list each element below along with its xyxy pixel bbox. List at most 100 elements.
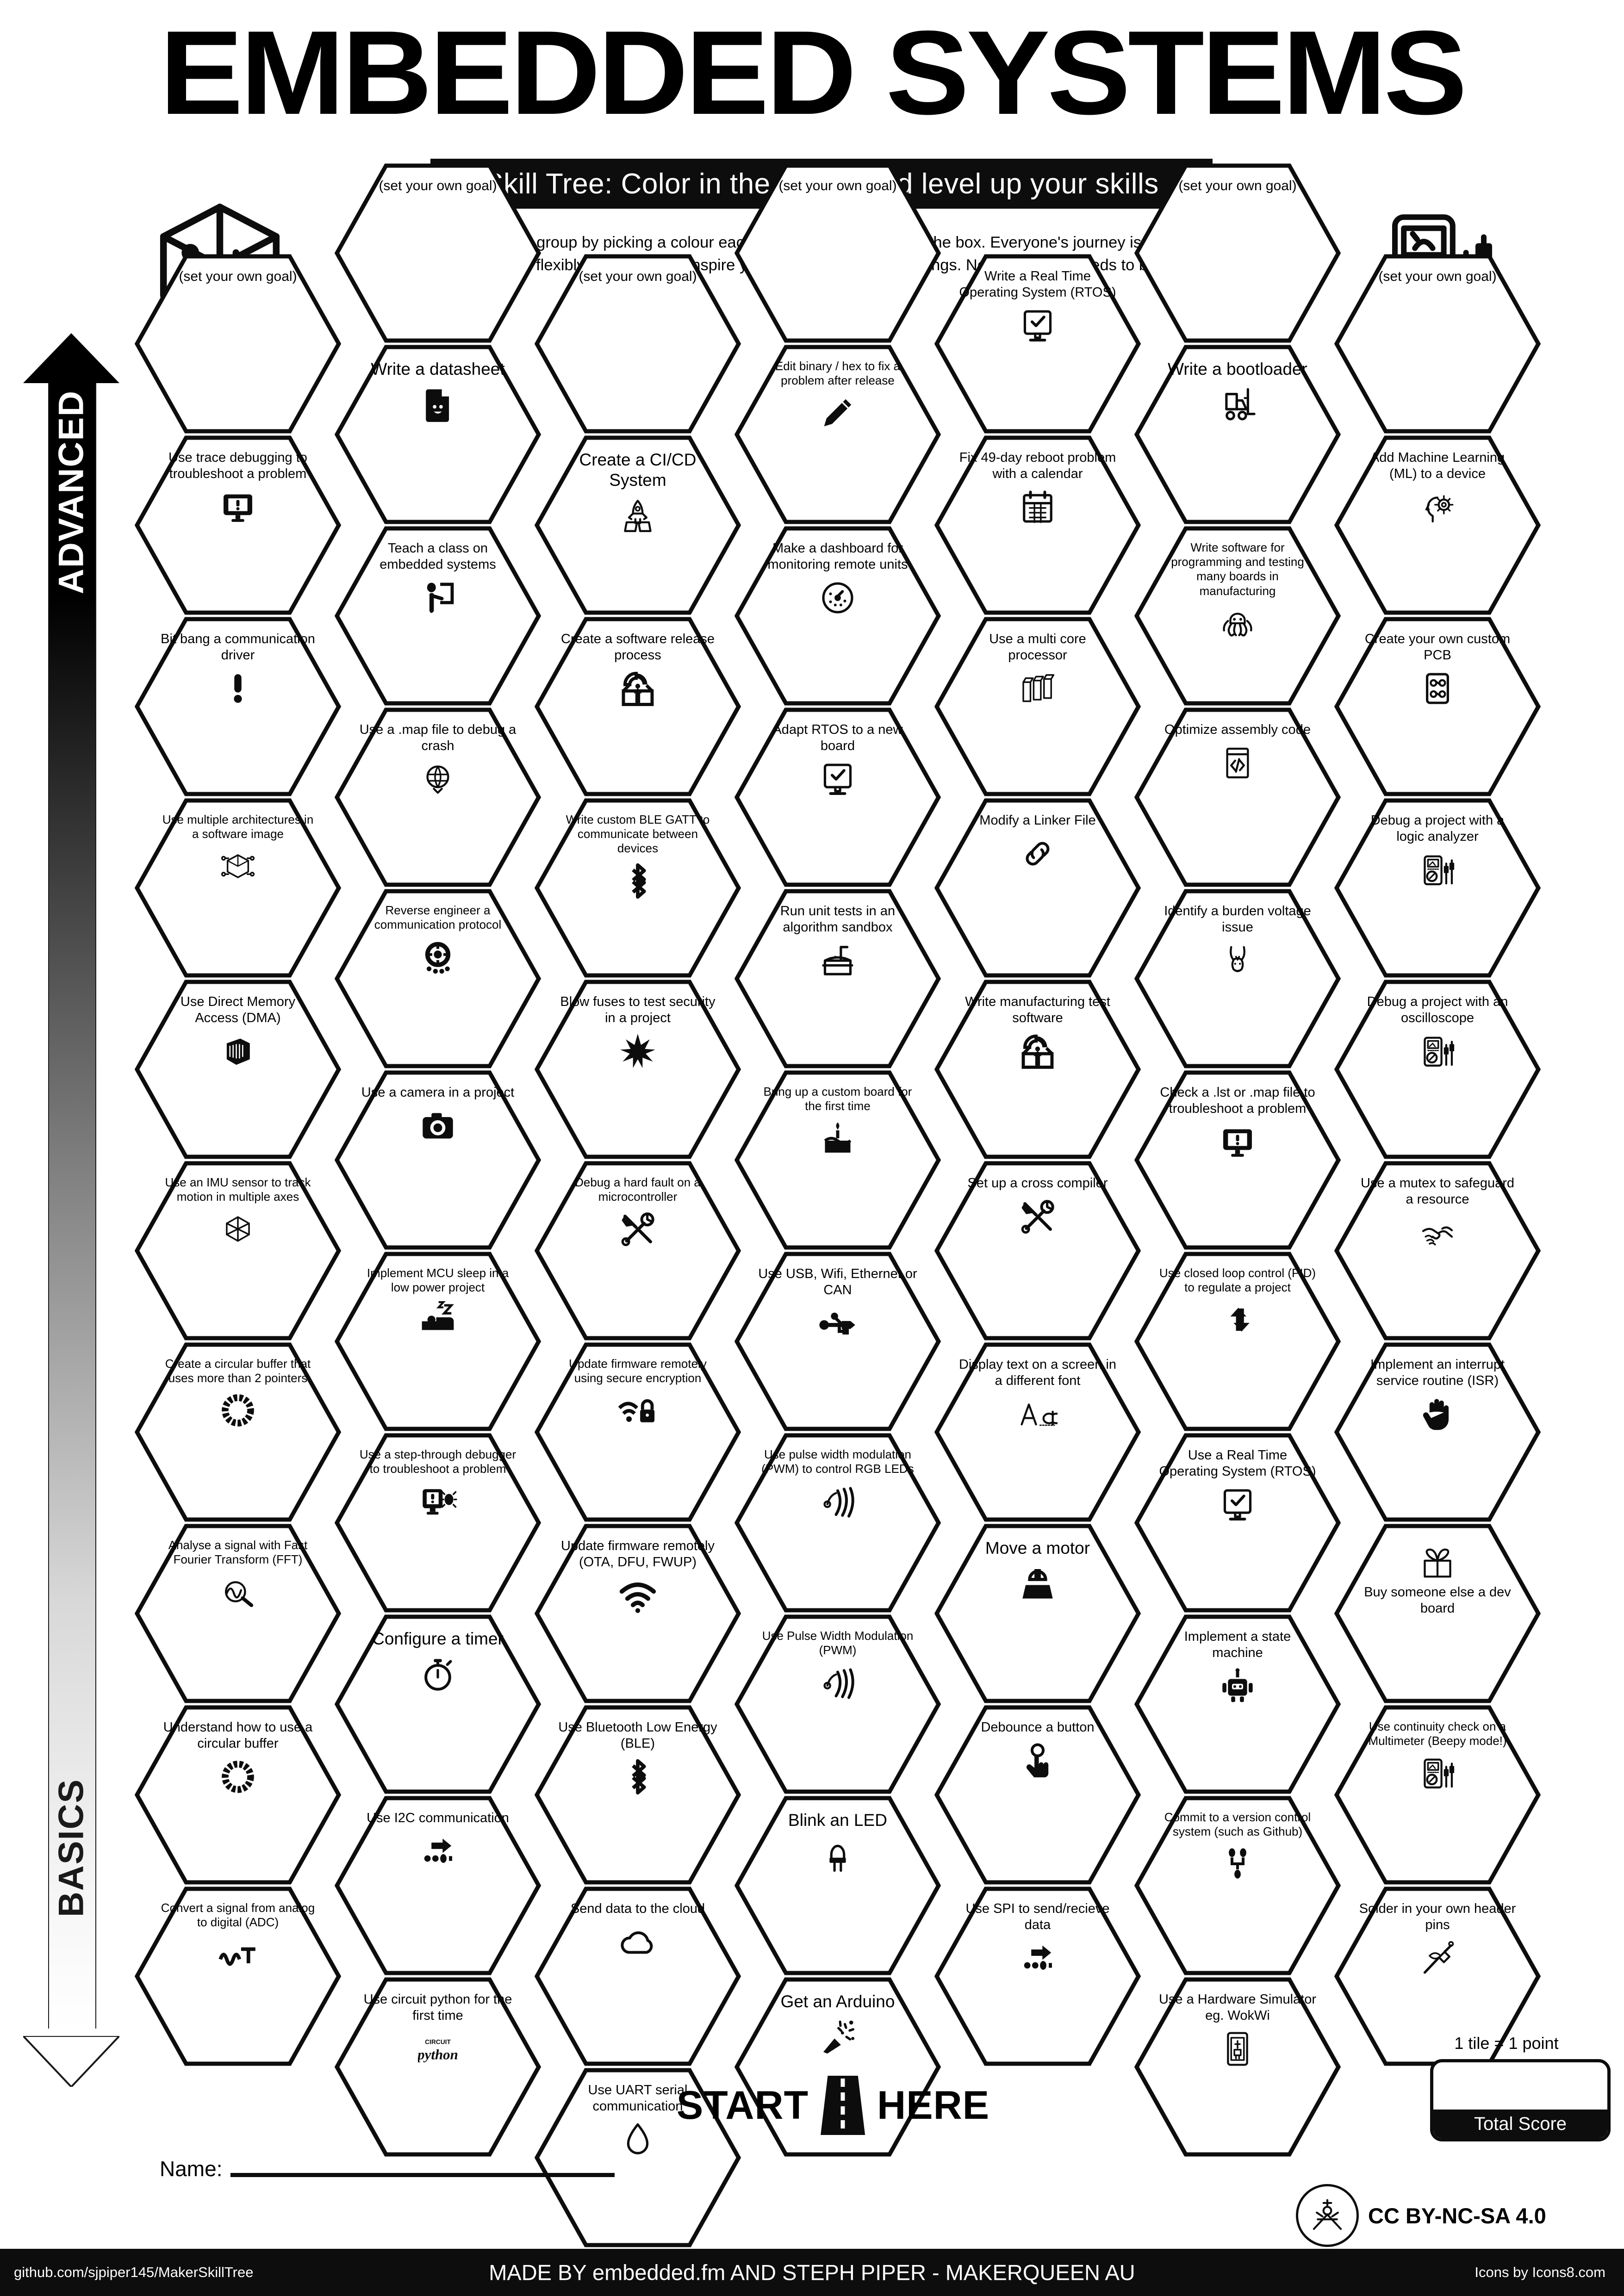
total-score-box[interactable]: Total Score — [1430, 2059, 1611, 2141]
hexagon-outline — [734, 1433, 941, 1613]
skill-tile[interactable]: Fix 49-day reboot problem with a calenda… — [934, 435, 1141, 615]
skill-tile[interactable]: Solder in your own header pins — [1334, 1886, 1541, 2066]
hexagon-outline — [134, 1886, 342, 2066]
hexagon-outline — [134, 1705, 342, 1885]
skill-tile[interactable]: Debounce a button — [934, 1705, 1141, 1885]
multicore-icon — [1016, 667, 1059, 710]
skill-tile[interactable]: Configure a timer — [334, 1614, 541, 1794]
gift-icon — [1416, 1542, 1459, 1584]
skill-tile[interactable]: Blink an LED — [734, 1795, 941, 1976]
skill-tile[interactable]: Reverse engineer a communication protoco… — [334, 888, 541, 1069]
skill-tile[interactable]: Convert a signal from analog to digital … — [134, 1886, 342, 2066]
skill-tile[interactable]: Use I2C communication — [334, 1795, 541, 1976]
skill-tile[interactable]: Commit to a version control system (such… — [1134, 1795, 1341, 1976]
here-word: HERE — [877, 2083, 990, 2128]
multimeter-icon — [1416, 1752, 1459, 1794]
skill-tile[interactable]: Implement a state machine — [1134, 1614, 1341, 1794]
skill-tile[interactable]: Modify a Linker File — [934, 798, 1141, 978]
skill-tile[interactable]: Move a motor — [934, 1523, 1141, 1704]
skill-tile[interactable]: Create your own custom PCB — [1334, 616, 1541, 797]
skill-tile[interactable]: Set up a cross compiler — [934, 1160, 1141, 1341]
skill-tile[interactable]: (set your own goal) — [134, 254, 342, 434]
skill-tile[interactable]: Write a bootloader — [1134, 344, 1341, 525]
skill-tile[interactable]: Write a datasheet — [334, 344, 541, 525]
skill-tile[interactable]: Run unit tests in an algorithm sandbox — [734, 888, 941, 1069]
skill-tile[interactable]: Use a mutex to safeguard a resource — [1334, 1160, 1541, 1341]
name-field[interactable]: Name: — [160, 2156, 615, 2181]
skill-tile[interactable]: Identify a burden voltage issue — [1134, 888, 1341, 1069]
skill-tile[interactable]: Use a .map file to debug a crash — [334, 707, 541, 887]
skill-tile[interactable]: Write manufacturing test software — [934, 979, 1141, 1160]
skill-tile-label: Configure a timer — [372, 1629, 504, 1648]
party-popper-icon — [816, 2016, 859, 2058]
skill-tile[interactable]: Bring up a custom board for the first ti… — [734, 1070, 941, 1250]
skill-tile[interactable]: Use a Real Time Operating System (RTOS) — [1134, 1433, 1341, 1613]
skill-tile[interactable]: Make a dashboard for monitoring remote u… — [734, 526, 941, 706]
skill-tile[interactable]: Teach a class on embedded systems — [334, 526, 541, 706]
skill-tile[interactable]: Add Machine Learning (ML) to a device — [1334, 435, 1541, 615]
skill-tile[interactable]: Use circuit python for the first time CIR… — [334, 1977, 541, 2157]
i2c-bus-icon — [417, 1830, 459, 1873]
skill-tile[interactable]: Use USB, Wifi, Ethernet or CAN — [734, 1251, 941, 1432]
skill-tile[interactable]: Write custom BLE GATT to communicate bet… — [534, 798, 741, 978]
skill-tile[interactable]: Use pulse width modulation (PWM) to cont… — [734, 1433, 941, 1613]
skill-tile[interactable]: Use UART serial communication — [534, 2067, 741, 2248]
skill-tile[interactable]: Check a .lst or .map file to troubleshoo… — [1134, 1070, 1341, 1250]
skill-tile[interactable]: Debug a project with a logic analyzer — [1334, 798, 1541, 978]
footer-repo-link[interactable]: github.com/sjpiper145/MakerSkillTree — [14, 2264, 254, 2280]
hexagon-outline — [934, 1886, 1141, 2066]
skill-tile[interactable]: (set your own goal) — [334, 163, 541, 343]
name-rule[interactable] — [230, 2173, 615, 2177]
skill-tile[interactable]: Use Pulse Width Modulation (PWM) — [734, 1614, 941, 1794]
skill-tile[interactable]: Bit bang a communication driver — [134, 616, 342, 797]
skill-tile[interactable]: Use a multi core processor — [934, 616, 1141, 797]
skill-tile[interactable]: Write software for programming and testi… — [1134, 526, 1341, 706]
skill-tile[interactable]: Implement MCU sleep in a low power proje… — [334, 1251, 541, 1432]
skill-tile[interactable]: Update firmware remotely using secure en… — [534, 1342, 741, 1522]
skill-tile[interactable]: Display text on a screen in a different … — [934, 1342, 1141, 1522]
skill-tile[interactable]: Use closed loop control (PID) to regulat… — [1134, 1251, 1341, 1432]
skill-tile[interactable]: Blow fuses to test security in a project — [534, 979, 741, 1160]
skill-tile[interactable]: Use Bluetooth Low Energy (BLE) — [534, 1705, 741, 1885]
skill-tile[interactable]: Get an Arduino — [734, 1977, 941, 2157]
skill-tile[interactable]: Create a CI/CD System — [534, 435, 741, 615]
skill-tile[interactable]: Create a software release process — [534, 616, 741, 797]
skill-tile[interactable]: Use a Hardware Simulator eg. WokWi — [1134, 1977, 1341, 2157]
stopwatch-icon — [417, 1653, 459, 1695]
skill-tile-label: (set your own goal) — [778, 178, 897, 193]
hexagon-outline — [534, 617, 741, 796]
skill-tile[interactable]: (set your own goal) — [534, 254, 741, 434]
skill-tile[interactable]: Analyse a signal with Fast Fourier Trans… — [134, 1523, 342, 1704]
skill-tile[interactable]: Update firmware remotely (OTA, DFU, FWUP… — [534, 1523, 741, 1704]
skill-tile[interactable]: Debug a project with an oscilloscope — [1334, 979, 1541, 1160]
skill-tile[interactable]: Send data to the cloud — [534, 1886, 741, 2066]
skill-tile[interactable]: (set your own goal) — [1134, 163, 1341, 343]
skill-tile-label: Use a multi core processor — [989, 632, 1086, 663]
skill-tile[interactable]: Use multiple architectures in a software… — [134, 798, 342, 978]
skill-tile[interactable]: Understand how to use a circular buffer — [134, 1705, 342, 1885]
skill-tile[interactable]: Use trace debugging to troubleshoot a pr… — [134, 435, 342, 615]
bluetooth-icon — [616, 1756, 659, 1798]
skill-tile[interactable]: Use SPI to send/recieve data — [934, 1886, 1141, 2066]
skill-tile[interactable]: Implement an interrupt service routine (… — [1334, 1342, 1541, 1522]
skill-tile[interactable]: (set your own goal) — [734, 163, 941, 343]
skill-tile[interactable]: (set your own goal) — [1334, 254, 1541, 434]
hexagon-outline — [334, 526, 541, 706]
hexagon-outline — [534, 1161, 741, 1340]
hexagon-outline — [134, 798, 342, 978]
skill-tile[interactable]: Use a camera in a project — [334, 1070, 541, 1250]
skill-tile[interactable]: Use continuity check on a Multimeter (Be… — [1334, 1705, 1541, 1885]
skill-tile[interactable]: Adapt RTOS to a new board — [734, 707, 941, 887]
skill-tile[interactable]: Write a Real Time Operating System (RTOS… — [934, 254, 1141, 434]
skill-tile[interactable]: Optimize assembly code — [1134, 707, 1341, 887]
skill-tile-label: Update firmware remotely (OTA, DFU, FWUP… — [561, 1539, 715, 1570]
skill-tile[interactable]: Use a step-through debugger to troublesh… — [334, 1433, 541, 1613]
skill-tile[interactable]: Use Direct Memory Access (DMA) — [134, 979, 342, 1160]
skill-tile[interactable]: Create a circular buffer that uses more … — [134, 1342, 342, 1522]
skill-tile[interactable]: Debug a hard fault on a microcontroller — [534, 1160, 741, 1341]
skill-tile[interactable]: Use an IMU sensor to track motion in mul… — [134, 1160, 342, 1341]
hexagon-outline — [1134, 345, 1341, 524]
skill-tile[interactable]: Buy someone else a dev board — [1334, 1523, 1541, 1704]
solder-icon — [1416, 1937, 1459, 1980]
skill-tile[interactable]: Edit binary / hex to fix a problem after… — [734, 344, 941, 525]
